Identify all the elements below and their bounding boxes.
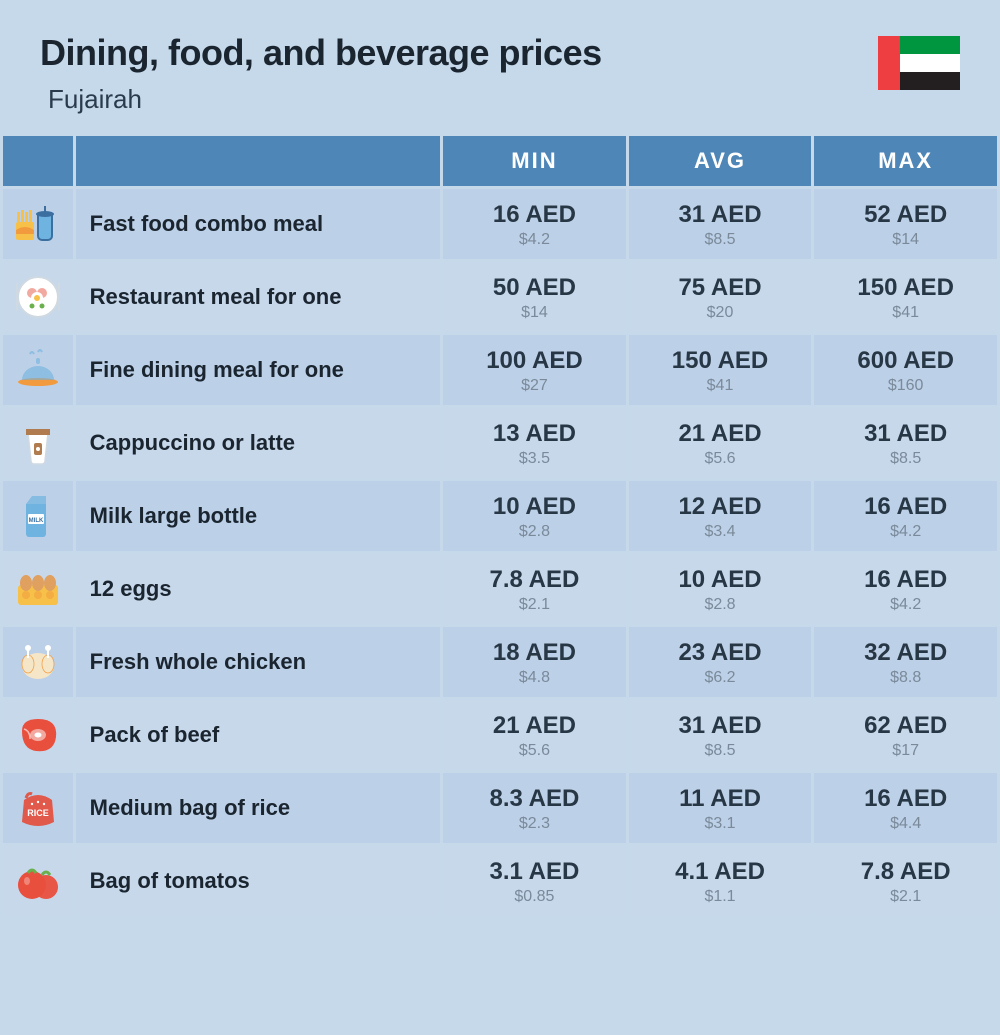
avg-price: 31 AED$8.5 xyxy=(629,700,812,770)
avg-price: 21 AED$5.6 xyxy=(629,408,812,478)
min-price: 8.3 AED$2.3 xyxy=(443,773,626,843)
min-price: 16 AED$4.2 xyxy=(443,189,626,259)
min-price: 3.1 AED$0.85 xyxy=(443,846,626,916)
item-name: 12 eggs xyxy=(76,554,441,624)
min-price: 10 AED$2.8 xyxy=(443,481,626,551)
table-row: Restaurant meal for one 50 AED$14 75 AED… xyxy=(3,262,997,332)
table-row: Fresh whole chicken 18 AED$4.8 23 AED$6.… xyxy=(3,627,997,697)
col-icon xyxy=(3,136,73,186)
min-price: 21 AED$5.6 xyxy=(443,700,626,770)
finedining-icon xyxy=(3,335,73,405)
avg-price: 31 AED$8.5 xyxy=(629,189,812,259)
max-price: 16 AED$4.4 xyxy=(814,773,997,843)
max-price: 52 AED$14 xyxy=(814,189,997,259)
min-price: 18 AED$4.8 xyxy=(443,627,626,697)
tomato-icon xyxy=(3,846,73,916)
max-price: 31 AED$8.5 xyxy=(814,408,997,478)
max-price: 150 AED$41 xyxy=(814,262,997,332)
max-price: 600 AED$160 xyxy=(814,335,997,405)
avg-price: 23 AED$6.2 xyxy=(629,627,812,697)
col-min: MIN xyxy=(443,136,626,186)
fastfood-icon xyxy=(3,189,73,259)
avg-price: 4.1 AED$1.1 xyxy=(629,846,812,916)
max-price: 16 AED$4.2 xyxy=(814,554,997,624)
table-row: Fine dining meal for one 100 AED$27 150 … xyxy=(3,335,997,405)
svg-text:MILK: MILK xyxy=(28,518,43,524)
table-row: MILK Milk large bottle 10 AED$2.8 12 AED… xyxy=(3,481,997,551)
item-name: Pack of beef xyxy=(76,700,441,770)
max-price: 16 AED$4.2 xyxy=(814,481,997,551)
milk-icon: MILK xyxy=(3,481,73,551)
header-row: MIN AVG MAX xyxy=(3,136,997,186)
table-row: Fast food combo meal 16 AED$4.2 31 AED$8… xyxy=(3,189,997,259)
item-name: Cappuccino or latte xyxy=(76,408,441,478)
avg-price: 11 AED$3.1 xyxy=(629,773,812,843)
item-name: Milk large bottle xyxy=(76,481,441,551)
rice-icon: RICE xyxy=(3,773,73,843)
max-price: 32 AED$8.8 xyxy=(814,627,997,697)
page-title: Dining, food, and beverage prices xyxy=(40,32,960,74)
restaurant-icon xyxy=(3,262,73,332)
table-row: RICE Medium bag of rice 8.3 AED$2.3 11 A… xyxy=(3,773,997,843)
item-name: Bag of tomatos xyxy=(76,846,441,916)
item-name: Medium bag of rice xyxy=(76,773,441,843)
avg-price: 12 AED$3.4 xyxy=(629,481,812,551)
min-price: 100 AED$27 xyxy=(443,335,626,405)
avg-price: 150 AED$41 xyxy=(629,335,812,405)
min-price: 7.8 AED$2.1 xyxy=(443,554,626,624)
uae-flag-icon xyxy=(878,36,960,90)
table-row: Bag of tomatos 3.1 AED$0.85 4.1 AED$1.1 … xyxy=(3,846,997,916)
item-name: Restaurant meal for one xyxy=(76,262,441,332)
min-price: 50 AED$14 xyxy=(443,262,626,332)
col-avg: AVG xyxy=(629,136,812,186)
table-row: 12 eggs 7.8 AED$2.1 10 AED$2.8 16 AED$4.… xyxy=(3,554,997,624)
avg-price: 75 AED$20 xyxy=(629,262,812,332)
eggs-icon xyxy=(3,554,73,624)
col-name xyxy=(76,136,441,186)
item-name: Fine dining meal for one xyxy=(76,335,441,405)
avg-price: 10 AED$2.8 xyxy=(629,554,812,624)
min-price: 13 AED$3.5 xyxy=(443,408,626,478)
svg-text:RICE: RICE xyxy=(27,808,49,818)
header: Dining, food, and beverage prices Fujair… xyxy=(0,0,1000,133)
beef-icon xyxy=(3,700,73,770)
table-row: Pack of beef 21 AED$5.6 31 AED$8.5 62 AE… xyxy=(3,700,997,770)
item-name: Fast food combo meal xyxy=(76,189,441,259)
chicken-icon xyxy=(3,627,73,697)
coffee-icon xyxy=(3,408,73,478)
table-row: Cappuccino or latte 13 AED$3.5 21 AED$5.… xyxy=(3,408,997,478)
max-price: 62 AED$17 xyxy=(814,700,997,770)
max-price: 7.8 AED$2.1 xyxy=(814,846,997,916)
col-max: MAX xyxy=(814,136,997,186)
price-table: MIN AVG MAX Fast food combo meal 16 AED$… xyxy=(0,133,1000,919)
item-name: Fresh whole chicken xyxy=(76,627,441,697)
page-subtitle: Fujairah xyxy=(48,84,960,115)
